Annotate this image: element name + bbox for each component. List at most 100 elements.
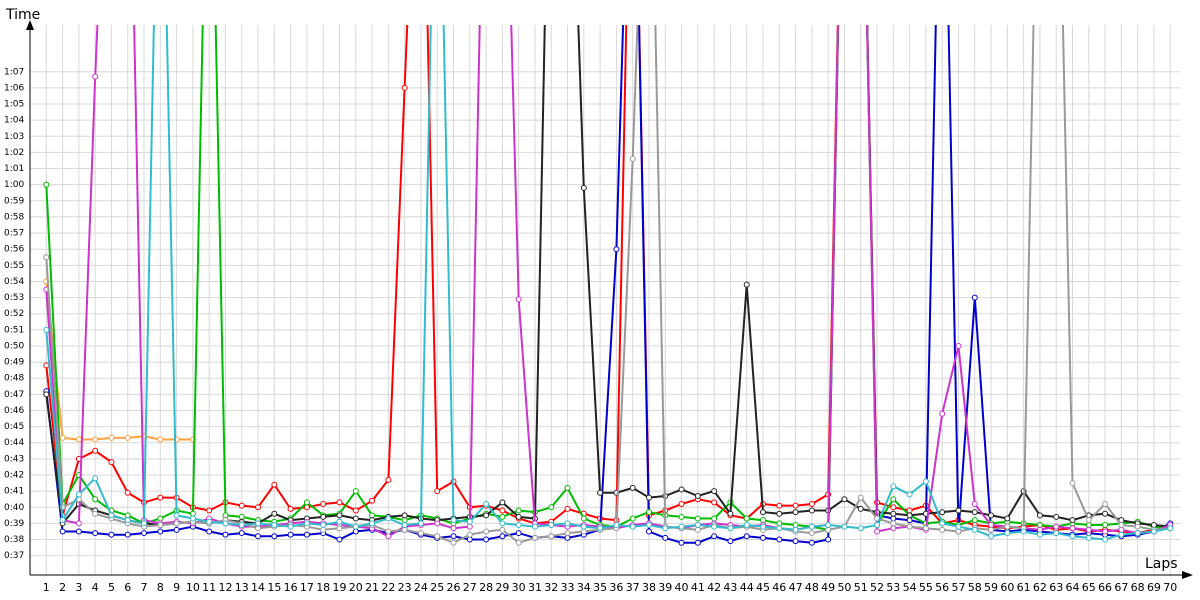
- point: [336, 525, 343, 532]
- point: [401, 512, 408, 519]
- point: [434, 533, 441, 540]
- point: [434, 520, 441, 527]
- point: [499, 513, 506, 520]
- point: [890, 496, 897, 503]
- point: [857, 525, 864, 532]
- point: [564, 534, 571, 541]
- point: [303, 499, 310, 506]
- x-tick-label: 34: [577, 581, 591, 594]
- point: [1085, 534, 1092, 541]
- point: [727, 510, 734, 517]
- x-tick-label: 70: [1163, 581, 1177, 594]
- point: [548, 533, 555, 540]
- point: [597, 525, 604, 532]
- series-line: [45, 25, 1171, 538]
- x-tick-label: 23: [398, 581, 412, 594]
- point: [320, 501, 327, 508]
- point: [271, 510, 278, 517]
- x-tick-label: 55: [919, 581, 933, 594]
- x-tick-label: 47: [789, 581, 803, 594]
- point: [369, 497, 376, 504]
- point: [597, 489, 604, 496]
- point: [792, 509, 799, 516]
- point: [450, 539, 457, 546]
- point: [890, 520, 897, 527]
- point: [971, 509, 978, 516]
- point: [75, 436, 82, 443]
- point: [43, 362, 50, 369]
- point: [515, 530, 522, 537]
- x-tick-label: 19: [332, 581, 346, 594]
- x-tick-label: 29: [495, 581, 509, 594]
- y-tick-label: 0:53: [4, 293, 24, 303]
- point: [173, 526, 180, 533]
- point: [906, 491, 913, 498]
- x-tick-label: 41: [691, 581, 705, 594]
- point: [662, 525, 669, 532]
- point: [825, 526, 832, 533]
- point: [352, 523, 359, 530]
- point: [564, 520, 571, 527]
- point: [466, 531, 473, 538]
- point: [1069, 517, 1076, 524]
- y-tick-label: 0:50: [4, 341, 24, 351]
- y-axis-arrow: [26, 20, 34, 30]
- point: [760, 517, 767, 524]
- point: [466, 536, 473, 543]
- x-tick-label: 1: [43, 581, 50, 594]
- point: [694, 526, 701, 533]
- y-tick-label: 0:44: [4, 438, 24, 448]
- point: [271, 533, 278, 540]
- point: [417, 520, 424, 527]
- x-tick-label: 14: [251, 581, 265, 594]
- point: [841, 523, 848, 530]
- x-tick-label: 68: [1131, 581, 1145, 594]
- point: [499, 526, 506, 533]
- x-tick-label: 42: [707, 581, 721, 594]
- point: [369, 512, 376, 519]
- point: [1036, 512, 1043, 519]
- y-tick-label: 1:04: [4, 116, 24, 126]
- y-tick-label: 0:58: [4, 212, 24, 222]
- point: [564, 505, 571, 512]
- point: [92, 436, 99, 443]
- point: [955, 342, 962, 349]
- plot-lines: [43, 25, 1174, 546]
- point: [401, 84, 408, 91]
- point: [776, 525, 783, 532]
- y-tick-label: 0:55: [4, 261, 24, 271]
- x-tick-label: 67: [1114, 581, 1128, 594]
- y-tick-label: 0:41: [4, 487, 24, 497]
- point: [189, 515, 196, 522]
- point: [792, 526, 799, 533]
- point: [1102, 510, 1109, 517]
- point: [1102, 528, 1109, 535]
- point: [971, 294, 978, 301]
- point: [694, 522, 701, 528]
- x-tick-label: 16: [284, 581, 298, 594]
- series-line: [45, 25, 1171, 544]
- point: [43, 326, 50, 333]
- point: [743, 515, 750, 522]
- point: [1102, 536, 1109, 543]
- point: [271, 481, 278, 488]
- y-tick-label: 1:07: [4, 67, 24, 77]
- point: [971, 501, 978, 508]
- point: [1069, 533, 1076, 540]
- point: [760, 523, 767, 530]
- point: [694, 515, 701, 522]
- point: [955, 528, 962, 535]
- y-tick-label: 1:02: [4, 148, 24, 158]
- point: [255, 533, 262, 540]
- point: [890, 515, 897, 522]
- point: [1134, 530, 1141, 537]
- x-tick-label: 50: [837, 581, 851, 594]
- x-tick-label: 15: [267, 581, 281, 594]
- point: [287, 505, 294, 512]
- point: [92, 510, 99, 517]
- point: [352, 507, 359, 514]
- point: [678, 501, 685, 508]
- y-tick-label: 0:42: [4, 471, 24, 481]
- point: [857, 505, 864, 512]
